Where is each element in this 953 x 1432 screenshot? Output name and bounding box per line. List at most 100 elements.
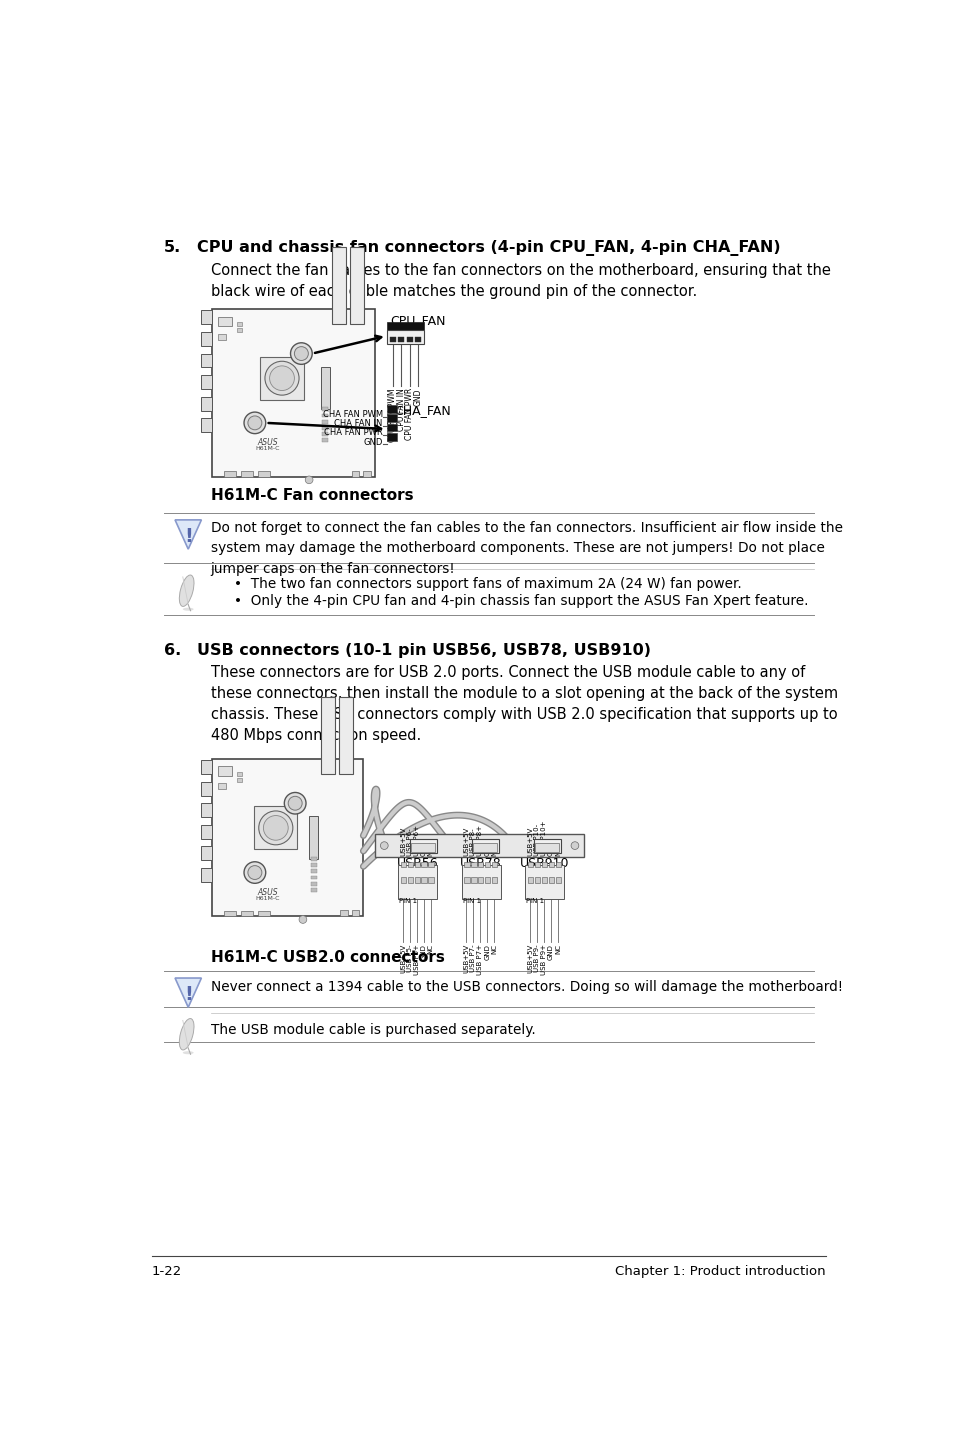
- Text: Do not forget to connect the fan cables to the fan connectors. Insufficient air : Do not forget to connect the fan cables …: [211, 521, 841, 576]
- Circle shape: [248, 865, 261, 879]
- Text: NC: NC: [427, 846, 434, 855]
- Bar: [473, 842, 497, 852]
- Bar: [492, 878, 497, 882]
- Bar: [218, 316, 233, 326]
- Polygon shape: [174, 978, 201, 1007]
- Text: •  The two fan connectors support fans of maximum 2A (24 W) fan power.: • The two fan connectors support fans of…: [233, 577, 740, 591]
- Bar: [224, 471, 236, 477]
- Bar: [428, 878, 434, 882]
- Bar: [201, 868, 212, 882]
- Circle shape: [288, 796, 302, 811]
- Bar: [461, 865, 500, 899]
- Bar: [477, 862, 483, 868]
- Text: USB+5V: USB+5V: [526, 944, 533, 974]
- Text: CHA FAN IN: CHA FAN IN: [334, 420, 382, 428]
- Bar: [201, 782, 212, 796]
- Ellipse shape: [183, 1051, 193, 1054]
- Bar: [201, 354, 212, 368]
- Text: USB+5V: USB+5V: [399, 944, 405, 974]
- Bar: [201, 825, 212, 839]
- Text: USB56: USB56: [396, 858, 438, 871]
- Bar: [400, 862, 406, 868]
- Bar: [386, 329, 423, 344]
- Text: ASUS: ASUS: [257, 888, 277, 896]
- Bar: [477, 878, 483, 882]
- Ellipse shape: [183, 607, 193, 610]
- Bar: [363, 471, 371, 477]
- Text: 1-22: 1-22: [152, 1266, 182, 1279]
- Bar: [527, 862, 533, 868]
- Text: NC: NC: [491, 846, 497, 855]
- Text: USB P5-: USB P5-: [406, 944, 413, 972]
- Bar: [472, 839, 498, 853]
- Text: USB+5V: USB+5V: [526, 826, 533, 855]
- Text: USB P10+: USB P10+: [540, 821, 546, 855]
- Circle shape: [291, 342, 312, 364]
- Bar: [236, 322, 241, 326]
- Bar: [253, 806, 297, 849]
- Bar: [386, 322, 423, 329]
- Bar: [311, 863, 316, 868]
- Bar: [257, 471, 270, 477]
- Text: CPU FAN IN: CPU FAN IN: [396, 388, 405, 431]
- Bar: [224, 911, 236, 916]
- Text: GND: GND: [420, 944, 426, 959]
- Text: USB P9-: USB P9-: [534, 944, 539, 972]
- Text: CPU and chassis fan connectors (4-pin CPU_FAN, 4-pin CHA_FAN): CPU and chassis fan connectors (4-pin CP…: [196, 239, 780, 255]
- Bar: [320, 367, 330, 410]
- Bar: [322, 438, 328, 442]
- Bar: [535, 842, 558, 852]
- Circle shape: [298, 915, 307, 924]
- Ellipse shape: [179, 576, 193, 606]
- Bar: [201, 397, 212, 411]
- Bar: [260, 357, 303, 400]
- Bar: [236, 772, 241, 776]
- Text: USB P7-: USB P7-: [470, 944, 476, 972]
- Circle shape: [265, 361, 298, 395]
- Text: USB connectors (10-1 pin USB56, USB78, USB910): USB connectors (10-1 pin USB56, USB78, U…: [196, 643, 650, 659]
- Bar: [555, 878, 560, 882]
- Bar: [527, 878, 533, 882]
- Bar: [415, 878, 419, 882]
- Circle shape: [294, 347, 308, 361]
- Bar: [320, 697, 335, 773]
- Bar: [352, 911, 359, 916]
- Bar: [390, 337, 395, 342]
- Text: USB P8-: USB P8-: [470, 828, 476, 855]
- Bar: [241, 911, 253, 916]
- Bar: [386, 405, 397, 412]
- Text: CHA FAN PWR: CHA FAN PWR: [324, 428, 382, 437]
- Text: USB P10-: USB P10-: [534, 823, 539, 855]
- Bar: [484, 878, 490, 882]
- Text: USB P7+: USB P7+: [476, 944, 483, 975]
- Text: CPU FAN PWR: CPU FAN PWR: [405, 388, 414, 441]
- Bar: [218, 334, 226, 339]
- Bar: [555, 862, 560, 868]
- Bar: [236, 778, 241, 782]
- Text: GND: GND: [484, 944, 490, 959]
- Bar: [484, 862, 490, 868]
- Text: NC: NC: [555, 944, 560, 954]
- Bar: [492, 862, 497, 868]
- Bar: [375, 833, 583, 858]
- Text: 6.: 6.: [164, 643, 181, 659]
- Bar: [311, 869, 316, 874]
- Text: Chapter 1: Product introduction: Chapter 1: Product introduction: [615, 1266, 825, 1279]
- Text: USB+5V: USB+5V: [399, 826, 405, 855]
- Bar: [464, 878, 469, 882]
- Bar: [201, 846, 212, 861]
- Bar: [241, 471, 253, 477]
- Text: Never connect a 1394 cable to the USB connectors. Doing so will damage the mothe: Never connect a 1394 cable to the USB co…: [211, 979, 841, 994]
- Bar: [311, 888, 316, 892]
- Bar: [311, 858, 316, 861]
- Bar: [534, 862, 539, 868]
- Text: USB+5V: USB+5V: [463, 944, 469, 974]
- Text: NC: NC: [491, 944, 497, 954]
- Bar: [322, 432, 328, 435]
- Text: GND: GND: [547, 839, 554, 855]
- Bar: [400, 878, 406, 882]
- Bar: [464, 862, 469, 868]
- Circle shape: [571, 842, 578, 849]
- Text: CPU_FAN: CPU_FAN: [390, 314, 446, 328]
- Bar: [428, 862, 434, 868]
